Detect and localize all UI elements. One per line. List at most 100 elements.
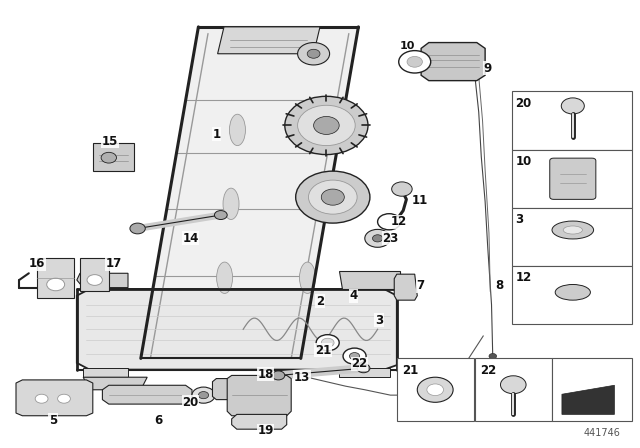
Circle shape [427, 384, 444, 396]
Polygon shape [37, 258, 74, 298]
Circle shape [307, 49, 320, 58]
Text: 18: 18 [257, 367, 274, 381]
Polygon shape [77, 273, 128, 288]
Bar [512, 208, 632, 266]
Text: 23: 23 [382, 232, 399, 245]
Text: 4: 4 [349, 289, 357, 302]
Text: 16: 16 [29, 257, 45, 270]
Polygon shape [227, 375, 291, 416]
Text: 6: 6 [155, 414, 163, 427]
Bar [512, 150, 632, 208]
Text: 10: 10 [399, 41, 415, 51]
Circle shape [365, 229, 390, 247]
Text: 8: 8 [495, 279, 503, 293]
Bar [512, 91, 632, 150]
FancyArrowPatch shape [140, 215, 218, 228]
Circle shape [87, 275, 102, 285]
Text: 19: 19 [257, 424, 274, 438]
Text: 14: 14 [182, 232, 199, 245]
Text: 1: 1 [212, 128, 220, 141]
Text: 11: 11 [412, 194, 428, 207]
Circle shape [58, 394, 70, 403]
Circle shape [357, 364, 370, 373]
Circle shape [214, 211, 227, 220]
Bar [475, 358, 552, 421]
Polygon shape [339, 271, 400, 289]
Text: 22: 22 [351, 357, 368, 370]
Text: 10: 10 [515, 155, 531, 168]
Circle shape [399, 51, 431, 73]
Text: 5: 5 [49, 414, 57, 427]
FancyArrowPatch shape [281, 369, 361, 375]
Polygon shape [77, 289, 397, 370]
Polygon shape [339, 368, 390, 377]
Text: 21: 21 [315, 344, 332, 357]
Text: 15: 15 [102, 134, 118, 148]
Circle shape [378, 214, 401, 230]
Text: 21: 21 [402, 364, 418, 377]
Circle shape [321, 189, 344, 205]
Circle shape [316, 335, 339, 351]
Ellipse shape [300, 262, 316, 293]
Bar [397, 358, 474, 421]
Text: 20: 20 [182, 396, 199, 409]
FancyArrowPatch shape [140, 215, 218, 228]
Text: 3: 3 [515, 213, 524, 226]
Polygon shape [562, 385, 614, 414]
Ellipse shape [563, 226, 582, 234]
Ellipse shape [230, 114, 246, 146]
Polygon shape [141, 27, 358, 358]
Circle shape [192, 387, 215, 403]
Polygon shape [93, 143, 134, 171]
Text: 22: 22 [480, 364, 496, 377]
Polygon shape [212, 379, 253, 400]
Circle shape [471, 73, 479, 79]
Circle shape [35, 394, 48, 403]
Polygon shape [83, 377, 147, 390]
Ellipse shape [312, 114, 328, 146]
Circle shape [407, 56, 422, 67]
Circle shape [349, 353, 360, 360]
Circle shape [392, 182, 412, 196]
FancyArrowPatch shape [281, 369, 361, 375]
Polygon shape [102, 385, 192, 404]
Polygon shape [83, 368, 128, 377]
Bar [552, 358, 632, 421]
Text: 20: 20 [515, 97, 531, 110]
Text: 17: 17 [106, 257, 122, 270]
FancyBboxPatch shape [550, 158, 596, 199]
Circle shape [298, 43, 330, 65]
Ellipse shape [555, 284, 590, 300]
Circle shape [308, 180, 357, 214]
Polygon shape [232, 414, 287, 429]
Polygon shape [218, 27, 320, 54]
Text: 2: 2 [316, 294, 324, 308]
Circle shape [272, 371, 285, 380]
Circle shape [372, 235, 383, 242]
Text: 441746: 441746 [584, 428, 621, 438]
Polygon shape [80, 258, 109, 291]
Circle shape [314, 116, 339, 134]
Circle shape [561, 98, 584, 114]
Ellipse shape [223, 188, 239, 220]
Text: 12: 12 [390, 215, 407, 228]
Circle shape [198, 392, 209, 399]
Circle shape [489, 353, 497, 359]
Circle shape [130, 223, 145, 234]
Text: 7: 7 [417, 279, 424, 293]
Circle shape [500, 376, 526, 394]
Text: 12: 12 [515, 271, 531, 284]
Circle shape [101, 152, 116, 163]
Ellipse shape [216, 262, 232, 293]
Circle shape [296, 171, 370, 223]
Circle shape [321, 338, 334, 347]
Polygon shape [421, 43, 485, 81]
Ellipse shape [306, 188, 322, 220]
Circle shape [343, 348, 366, 364]
Text: 13: 13 [294, 370, 310, 384]
Circle shape [298, 105, 355, 146]
Circle shape [285, 96, 368, 155]
Text: 9: 9 [484, 61, 492, 75]
Ellipse shape [552, 221, 593, 239]
Circle shape [47, 278, 65, 291]
